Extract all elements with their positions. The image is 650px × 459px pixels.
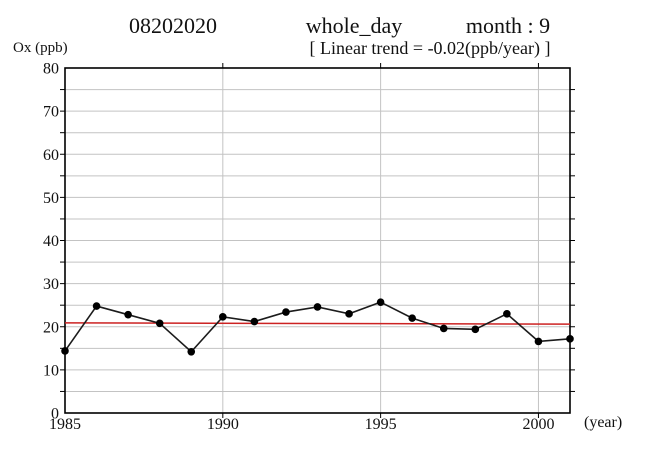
data-point (155, 319, 164, 328)
y-tick-label: 30 (43, 276, 59, 293)
y-tick-label: 10 (43, 362, 59, 379)
data-point (313, 303, 322, 311)
data-point (376, 298, 385, 306)
x-tick-label: 2000 (522, 416, 554, 433)
data-point (345, 310, 353, 318)
data-point (534, 337, 543, 346)
y-tick-label: 80 (43, 61, 59, 78)
data-point (92, 302, 101, 310)
title-month: month : 9 (465, 13, 551, 38)
data-point (566, 335, 574, 343)
trend-subtitle: [ Linear trend = -0.02(ppb/year) ] (309, 38, 551, 58)
plot-frame (64, 67, 571, 414)
x-tick-label: 1990 (207, 416, 239, 433)
data-point (408, 314, 416, 322)
x-tick-label: 1985 (49, 416, 81, 433)
trend-line (64, 322, 571, 325)
x-axis-title: (year) (584, 414, 623, 431)
data-point (503, 310, 511, 318)
data-point (219, 313, 227, 321)
y-tick-label: 40 (43, 233, 59, 250)
data-point (187, 347, 196, 356)
y-tick-label: 60 (43, 147, 59, 164)
title-period: whole_day (305, 13, 403, 38)
y-tick-label: 70 (43, 104, 59, 121)
y-axis-title: Ox (ppb) (13, 40, 68, 56)
data-point (61, 347, 69, 355)
y-tick-label: 20 (43, 319, 59, 336)
x-tick-label: 1995 (365, 416, 397, 433)
data-point (439, 324, 448, 333)
y-tick-label: 50 (43, 190, 59, 207)
data-point (471, 325, 480, 334)
data-point (282, 308, 290, 316)
data-point (250, 317, 259, 326)
data-point (124, 310, 132, 319)
title-code: 08202020 (129, 13, 217, 38)
y-tick-label: 0 (51, 406, 59, 423)
